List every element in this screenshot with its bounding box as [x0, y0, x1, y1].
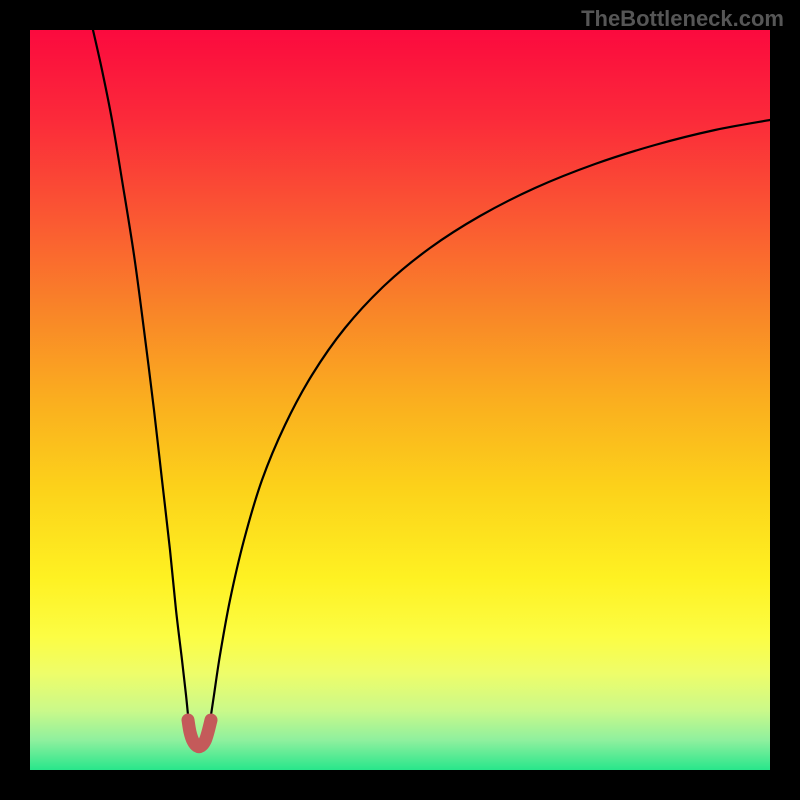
curve-notch [188, 720, 211, 747]
curve-layer [30, 30, 770, 770]
chart-frame: TheBottleneck.com [0, 0, 800, 800]
curve-left [93, 30, 188, 715]
curve-right [211, 120, 770, 715]
watermark-text: TheBottleneck.com [581, 6, 784, 32]
plot-area [30, 30, 770, 770]
